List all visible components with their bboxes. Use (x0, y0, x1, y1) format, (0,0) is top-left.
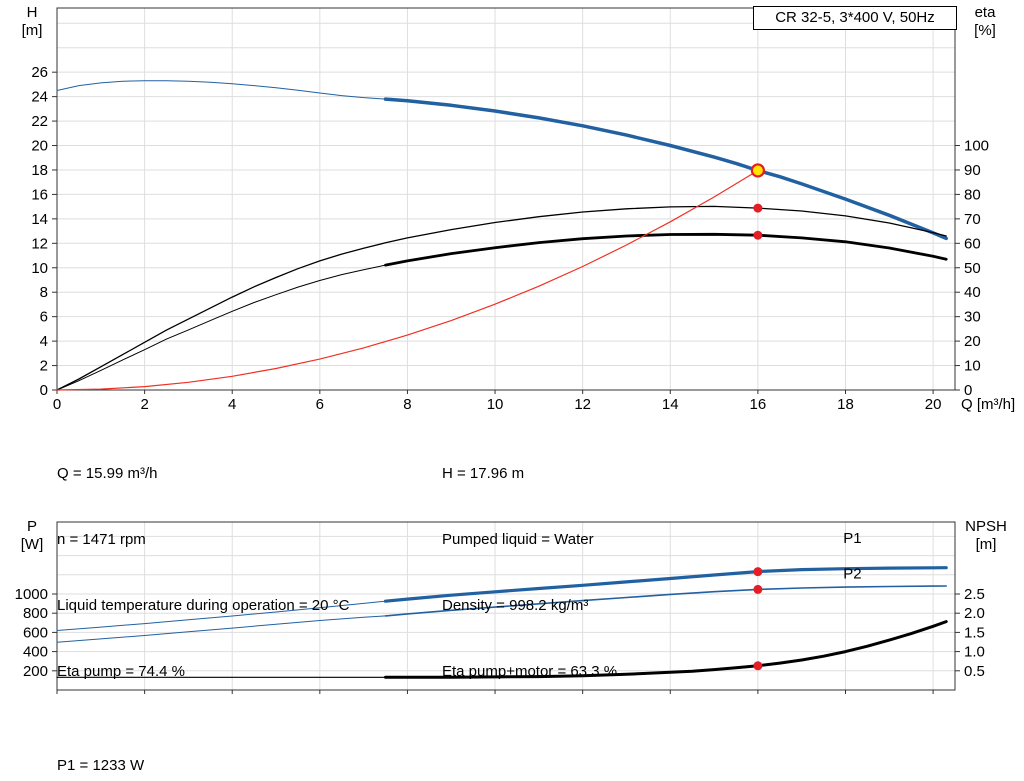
eta-pump-motor-curve (384, 232, 948, 267)
x-tick-label: 10 (487, 396, 504, 413)
p-axis-unit: [W] (20, 536, 44, 553)
y-left-tick-label: 200 (23, 663, 48, 680)
x-tick-label: 4 (228, 396, 236, 413)
info-head: H = 17.96 m (442, 465, 525, 482)
p1-label: P1 (843, 530, 861, 547)
y-right-tick-label: 10 (964, 358, 981, 375)
h-axis-symbol: H (26, 4, 38, 21)
duty-point-eta-pump-motor[interactable] (753, 230, 763, 240)
x-tick-label: 0 (53, 396, 61, 413)
y-right-tick-label: 90 (964, 162, 981, 179)
head-curve (383, 97, 948, 241)
y-left-tick-label: 800 (23, 605, 48, 622)
y-left-tick-label: 16 (31, 186, 48, 203)
x-tick-label: 16 (750, 396, 767, 413)
y-left-tick-label: 20 (31, 138, 48, 155)
p1-curve (383, 566, 948, 603)
y-left-tick-label: 24 (31, 89, 48, 106)
y-right-tick-label: 2.5 (964, 586, 985, 603)
y-left-tick-label: 2 (40, 358, 48, 375)
y-left-tick-label: 18 (31, 162, 48, 179)
p2-curve (384, 585, 947, 617)
info-p1: P1 = 1233 W (57, 757, 145, 774)
p1-curve-extension (56, 600, 386, 631)
y-left-tick-label: 600 (23, 624, 48, 641)
p2-curve-extension (56, 615, 386, 643)
duty-info-right: H = 17.96 m Pumped liquid = Water Densit… (442, 419, 617, 727)
y-right-tick-label: 40 (964, 284, 981, 301)
duty-point-p1[interactable] (753, 567, 763, 577)
eta-pump-curve (56, 205, 947, 391)
h-axis-unit: [m] (21, 22, 43, 39)
info-pumped-liquid: Pumped liquid = Water (442, 531, 594, 548)
info-eta-pump: Eta pump = 74.4 % (57, 663, 185, 680)
y-right-tick-label: 70 (964, 211, 981, 228)
eta-axis-symbol: eta (974, 4, 996, 21)
x-tick-label: 6 (316, 396, 324, 413)
x-axis-label: Q [m³/h] (961, 396, 1016, 413)
info-eta-pump-motor: Eta pump+motor = 63.3 % (442, 663, 618, 680)
system-curve (56, 169, 759, 391)
p-axis-symbol: P (26, 518, 37, 535)
info-density: Density = 998.2 kg/m³ (442, 597, 589, 614)
y-right-tick-label: 1.5 (964, 624, 985, 641)
x-tick-label: 14 (662, 396, 679, 413)
y-right-tick-label: 1.0 (964, 644, 985, 661)
y-left-tick-label: 6 (40, 309, 48, 326)
y-left-tick-label: 26 (31, 64, 48, 81)
info-flow: Q = 15.99 m³/h (57, 465, 158, 482)
npsh-curve (384, 620, 948, 679)
x-tick-label: 2 (140, 396, 148, 413)
p2-label: P2 (843, 566, 861, 583)
x-tick-label: 12 (574, 396, 591, 413)
y-left-tick-label: 8 (40, 284, 48, 301)
y-right-tick-label: 30 (964, 309, 981, 326)
y-right-tick-label: 0.5 (964, 663, 985, 680)
y-right-tick-label: 60 (964, 235, 981, 252)
y-right-tick-label: 80 (964, 186, 981, 203)
duty-point-eta-pump[interactable] (753, 203, 763, 213)
h-axis-header: H [m] (12, 4, 52, 40)
power-info: P1 = 1233 W P2 = 1048 W NPSH = 0.63 m (57, 711, 162, 781)
y-right-tick-label: 0 (964, 382, 972, 399)
y-left-tick-label: 0 (40, 382, 48, 399)
p-axis-header: P [W] (12, 518, 52, 554)
npsh-axis-symbol: NPSH (965, 518, 1007, 535)
duty-info-left: Q = 15.99 m³/h n = 1471 rpm Liquid tempe… (57, 419, 349, 727)
y-left-tick-label: 400 (23, 644, 48, 661)
eta-axis-header: eta [%] (960, 4, 1010, 40)
head-curve-extension (56, 80, 386, 100)
npsh-axis-header: NPSH [m] (956, 518, 1016, 554)
x-tick-label: 20 (925, 396, 942, 413)
npsh-axis-unit: [m] (975, 536, 997, 553)
info-liquid-temperature: Liquid temperature during operation = 20… (57, 597, 350, 614)
y-right-tick-label: 20 (964, 333, 981, 350)
info-speed: n = 1471 rpm (57, 531, 146, 548)
y-left-tick-label: 10 (31, 260, 48, 277)
x-tick-label: 18 (837, 396, 854, 413)
eta-axis-unit: [%] (974, 22, 996, 39)
duty-point-p2[interactable] (753, 584, 763, 594)
y-left-tick-label: 4 (40, 333, 48, 350)
y-right-tick-label: 50 (964, 260, 981, 277)
y-left-tick-label: 1000 (15, 586, 48, 603)
duty-point-npsh[interactable] (753, 661, 763, 671)
duty-point[interactable] (750, 163, 765, 178)
y-right-tick-label: 100 (964, 138, 989, 155)
x-tick-label: 8 (403, 396, 411, 413)
y-left-tick-label: 12 (31, 235, 48, 252)
y-right-tick-label: 2.0 (964, 605, 985, 622)
y-left-tick-label: 14 (31, 211, 48, 228)
pump-title-box: CR 32-5, 3*400 V, 50Hz (753, 6, 957, 30)
y-left-tick-label: 22 (31, 113, 48, 130)
eta-pump-motor-curve-extension (56, 264, 386, 391)
